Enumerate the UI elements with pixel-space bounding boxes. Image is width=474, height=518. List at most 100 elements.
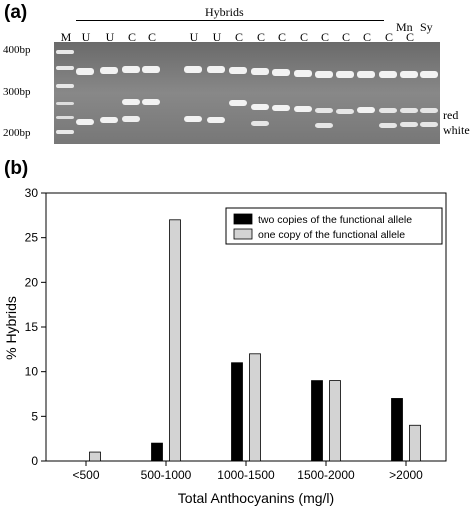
ladder-band: [56, 116, 74, 119]
y-tick-label: 5: [31, 409, 38, 423]
lane-label: U: [105, 30, 115, 44]
lane-label: C: [405, 30, 414, 44]
ladder-band: [56, 130, 74, 134]
bar-one-copy: [249, 353, 261, 462]
lane-label: C: [384, 30, 393, 44]
gel-band: [315, 71, 333, 78]
hybrids-group-label: Hybrids: [205, 5, 244, 19]
gel-band: [251, 121, 269, 126]
gel-band: [379, 71, 397, 78]
gel-band: [379, 123, 397, 128]
lane-label: C: [234, 30, 243, 44]
ladder-band: [56, 50, 74, 54]
ladder-band: [56, 66, 74, 70]
y-tick-label: 15: [25, 320, 39, 334]
size-marker-300: 300bp: [3, 86, 31, 98]
y-axis-label: % Hybrids: [3, 296, 19, 360]
gel-band: [76, 68, 94, 75]
x-tick-label: 1500-2000: [297, 468, 355, 482]
lane-label: M: [60, 30, 72, 44]
y-tick-label: 10: [25, 365, 39, 379]
bar-one-copy: [409, 424, 421, 462]
panel-a-label: (a): [4, 2, 28, 23]
x-tick-label: <500: [72, 468, 99, 482]
gel-band: [142, 66, 160, 73]
lane-label: C: [320, 30, 329, 44]
legend-label: one copy of the functional allele: [258, 229, 405, 241]
lane-label: C: [299, 30, 308, 44]
panel-b-label: (b): [4, 158, 29, 179]
bar-one-copy: [329, 380, 341, 462]
bar-chart: 0 5 10 15 20 25 30 <500 500-1000 1000-1500 1500-20…: [3, 186, 447, 506]
gel-band: [272, 69, 290, 76]
gel-band: [272, 105, 290, 111]
gel-band: [336, 109, 354, 114]
legend-box: [225, 207, 443, 245]
gel-band: [122, 99, 140, 105]
size-marker-400: 400bp: [3, 44, 31, 56]
legend-swatch: [233, 228, 253, 240]
lane-label: C: [362, 30, 371, 44]
gel-band: [400, 108, 418, 113]
gel-bands: [54, 42, 440, 144]
gel-band: [100, 67, 118, 74]
ladder-band: [56, 84, 74, 88]
gel-band: [229, 67, 247, 74]
gel-band: [229, 100, 247, 106]
lane-label: C: [147, 30, 156, 44]
allele-label-red: red: [443, 108, 459, 122]
gel-band: [184, 116, 202, 122]
gel-band: [420, 71, 438, 78]
x-tick-label: 1000-1500: [217, 468, 275, 482]
chart-legend: two copies of the functional allele one c…: [225, 207, 443, 245]
lane-label: C: [256, 30, 265, 44]
chart-ticks: 0 5 10 15 20 25 30 <500 500-1000 1000-1500 1500-20…: [25, 186, 424, 482]
gel-band: [142, 99, 160, 105]
gel-band: [207, 117, 225, 123]
bar-two-copies: [391, 398, 403, 462]
bar-two-copies: [311, 380, 323, 462]
lane-label: C: [341, 30, 350, 44]
gel-band: [122, 116, 140, 122]
gel-band: [400, 71, 418, 78]
x-tick-label: 500-1000: [141, 468, 192, 482]
size-marker-200: 200bp: [3, 127, 31, 139]
allele-label-white: white: [443, 123, 470, 137]
parent-label-mn: Mn: [396, 20, 413, 34]
gel-image: [54, 42, 440, 144]
bar-two-copies: [231, 362, 243, 462]
legend-swatch: [233, 213, 253, 225]
hybrids-bracket-line: [76, 20, 384, 21]
y-tick-label: 25: [25, 231, 39, 245]
gel-band: [336, 71, 354, 78]
gel-band: [315, 123, 333, 128]
gel-band: [251, 68, 269, 75]
gel-band: [207, 66, 225, 73]
gel-band: [76, 119, 94, 125]
gel-band: [420, 122, 438, 127]
lane-label: U: [212, 30, 222, 44]
lane-label: U: [189, 30, 199, 44]
bar-one-copy: [169, 219, 181, 462]
y-tick-label: 0: [31, 454, 38, 468]
y-tick-label: 30: [25, 186, 39, 200]
gel-band: [100, 117, 118, 123]
x-axis-label: Total Anthocyanins (mg/l): [178, 490, 334, 506]
chart-bars: [89, 219, 421, 462]
gel-band: [294, 70, 312, 77]
gel-band: [184, 66, 202, 73]
lane-label: C: [127, 30, 136, 44]
gel-band: [122, 66, 140, 73]
gel-band: [251, 104, 269, 110]
lane-label: C: [277, 30, 286, 44]
gel-band: [420, 108, 438, 113]
y-tick-label: 20: [25, 275, 39, 289]
gel-band: [357, 71, 375, 78]
ladder-band: [56, 102, 74, 105]
gel-band: [400, 122, 418, 127]
x-tick-label: >2000: [389, 468, 423, 482]
gel-band: [294, 106, 312, 112]
bar-one-copy: [89, 451, 101, 462]
bar-two-copies: [151, 442, 163, 462]
lane-label: U: [81, 30, 91, 44]
